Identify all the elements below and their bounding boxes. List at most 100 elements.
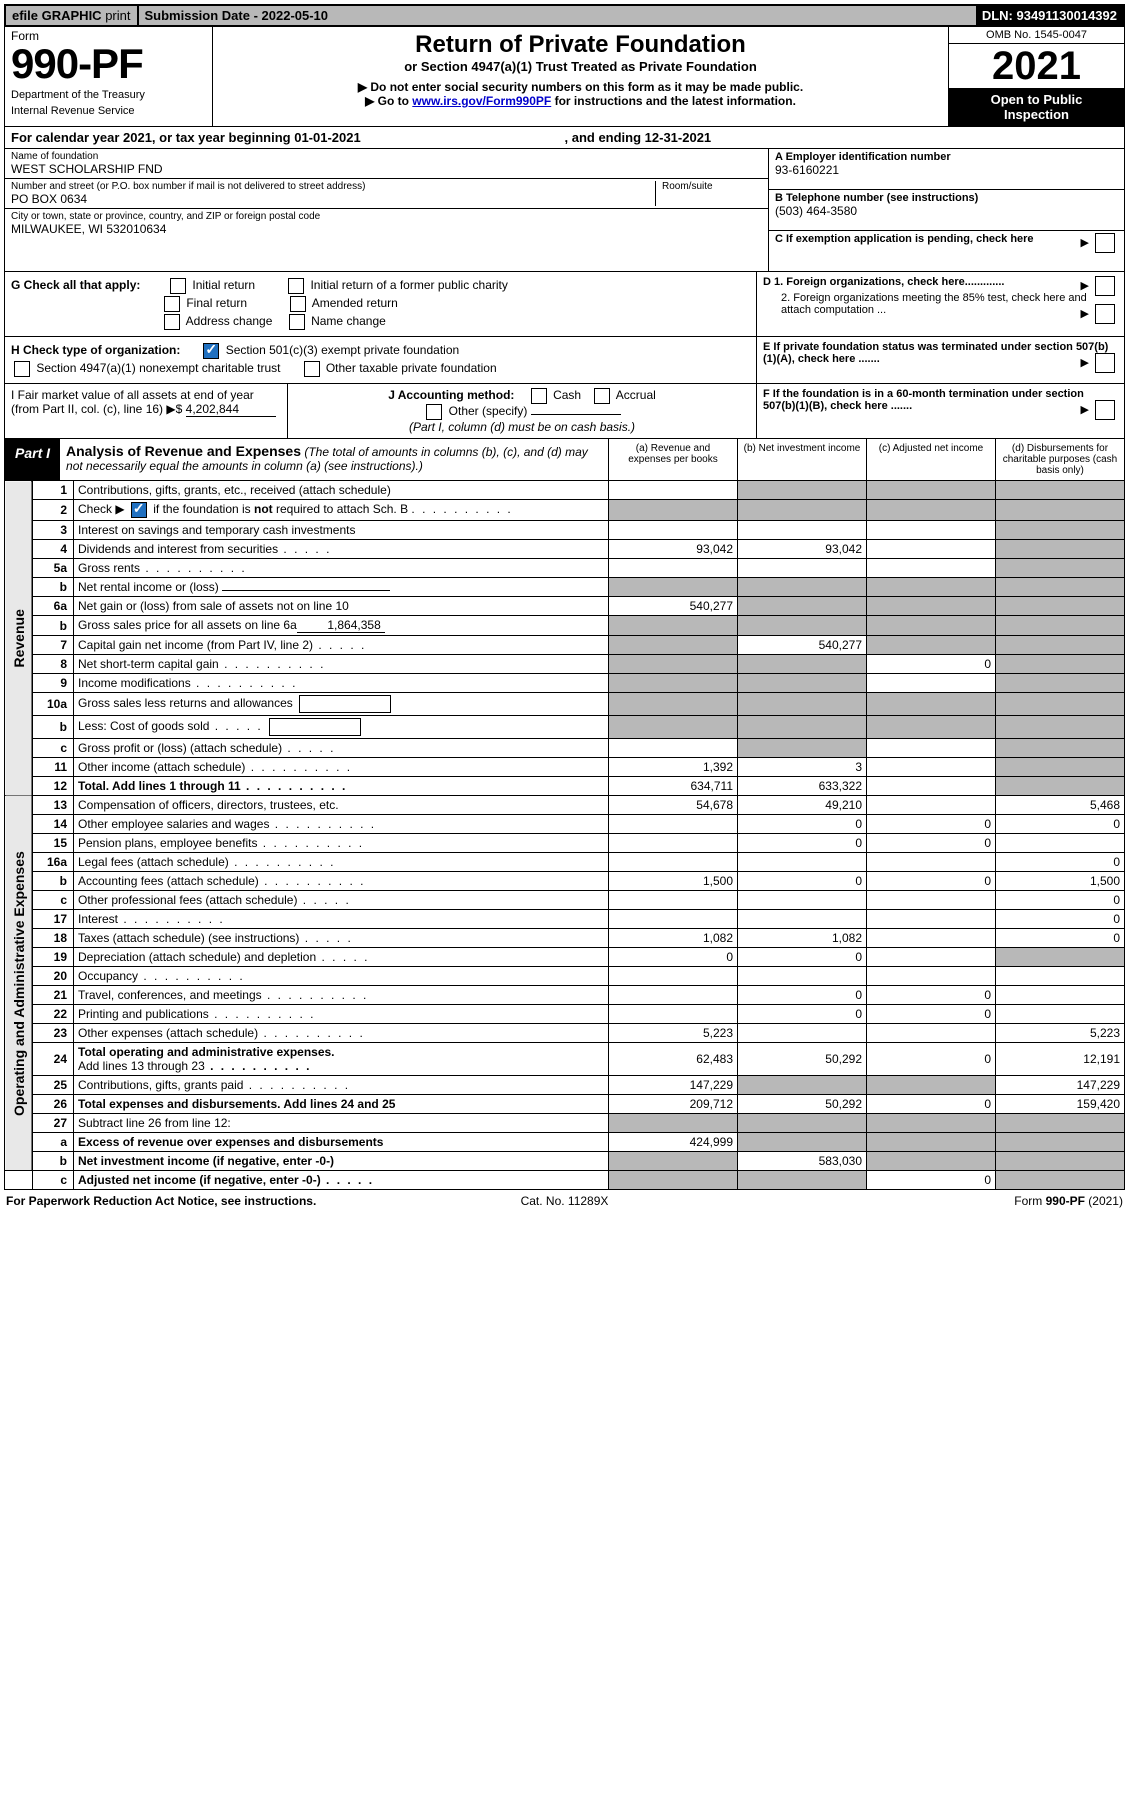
f-checkbox[interactable] bbox=[1095, 400, 1115, 420]
r25-a: 147,229 bbox=[609, 1076, 738, 1095]
r10a-desc: Gross sales less returns and allowances bbox=[74, 693, 609, 716]
r18-a: 1,082 bbox=[609, 929, 738, 948]
row-6a: 6aNet gain or (loss) from sale of assets… bbox=[5, 597, 1125, 616]
r1-desc: Contributions, gifts, grants, etc., rece… bbox=[74, 481, 609, 500]
ein-label: A Employer identification number bbox=[775, 151, 1118, 163]
r2-pre: Check ▶ bbox=[78, 502, 125, 516]
revenue-side-label: Revenue bbox=[5, 481, 33, 796]
d2-checkbox[interactable] bbox=[1095, 304, 1115, 324]
r8-desc: Net short-term capital gain bbox=[74, 655, 609, 674]
other-specify-checkbox[interactable] bbox=[426, 404, 442, 420]
r19-a: 0 bbox=[609, 948, 738, 967]
initial-former-checkbox[interactable] bbox=[288, 278, 304, 294]
d-section: D 1. Foreign organizations, check here..… bbox=[756, 272, 1124, 336]
row-24: 24Total operating and administrative exp… bbox=[5, 1043, 1125, 1076]
final-return-checkbox[interactable] bbox=[164, 296, 180, 312]
fmv-left: I Fair market value of all assets at end… bbox=[5, 384, 288, 438]
r27a-desc: Excess of revenue over expenses and disb… bbox=[74, 1133, 609, 1152]
amended-return-checkbox[interactable] bbox=[290, 296, 306, 312]
form990pf-link[interactable]: www.irs.gov/Form990PF bbox=[412, 94, 551, 108]
accrual-checkbox[interactable] bbox=[594, 388, 610, 404]
accrual-label: Accrual bbox=[616, 388, 656, 402]
r5a-desc: Gross rents bbox=[74, 559, 609, 578]
r11-a: 1,392 bbox=[609, 758, 738, 777]
r5b-desc: Net rental income or (loss) bbox=[74, 578, 609, 597]
section-501c3-checkbox[interactable] bbox=[203, 343, 219, 359]
initial-return-checkbox[interactable] bbox=[170, 278, 186, 294]
header-left: Form 990-PF Department of the Treasury I… bbox=[5, 27, 213, 126]
r4-a: 93,042 bbox=[609, 540, 738, 559]
r2-desc: Check ▶ if the foundation is not require… bbox=[74, 500, 609, 521]
r27c-c: 0 bbox=[867, 1171, 996, 1190]
r10b-desc: Less: Cost of goods sold bbox=[74, 716, 609, 739]
exemption-checkbox[interactable] bbox=[1095, 233, 1115, 253]
other-taxable-label: Other taxable private foundation bbox=[326, 361, 497, 375]
city-label: City or town, state or province, country… bbox=[11, 211, 762, 222]
row-14: 14Other employee salaries and wages000 bbox=[5, 815, 1125, 834]
form-number: 990-PF bbox=[11, 43, 206, 85]
r17-d: 0 bbox=[996, 910, 1125, 929]
address-change-checkbox[interactable] bbox=[164, 314, 180, 330]
e-label: E If private foundation status was termi… bbox=[763, 341, 1108, 365]
cash-checkbox[interactable] bbox=[531, 388, 547, 404]
r24-d: 12,191 bbox=[996, 1043, 1125, 1076]
r18-desc: Taxes (attach schedule) (see instruction… bbox=[74, 929, 609, 948]
ein-cell: A Employer identification number 93-6160… bbox=[769, 149, 1124, 190]
g-label: G Check all that apply: bbox=[11, 278, 140, 292]
open-pub-2: Inspection bbox=[951, 107, 1122, 122]
d1-checkbox[interactable] bbox=[1095, 276, 1115, 296]
other-taxable-checkbox[interactable] bbox=[304, 361, 320, 377]
foundation-info: Name of foundation WEST SCHOLARSHIP FND … bbox=[4, 149, 1125, 272]
row-3: 3Interest on savings and temporary cash … bbox=[5, 521, 1125, 540]
r14-b: 0 bbox=[738, 815, 867, 834]
r6a-desc: Net gain or (loss) from sale of assets n… bbox=[74, 597, 609, 616]
r9-desc: Income modifications bbox=[74, 674, 609, 693]
footer-paperwork: For Paperwork Reduction Act Notice, see … bbox=[6, 1194, 378, 1208]
part1-desc: Analysis of Revenue and Expenses (The to… bbox=[60, 439, 608, 480]
col-a-header: (a) Revenue and expenses per books bbox=[608, 439, 737, 480]
r24-c: 0 bbox=[867, 1043, 996, 1076]
row-27a: aExcess of revenue over expenses and dis… bbox=[5, 1133, 1125, 1152]
section-4947-checkbox[interactable] bbox=[14, 361, 30, 377]
j-label: J Accounting method: bbox=[388, 388, 514, 402]
note2-post: for instructions and the latest informat… bbox=[551, 94, 796, 108]
row-27b: bNet investment income (if negative, ent… bbox=[5, 1152, 1125, 1171]
r26-c: 0 bbox=[867, 1095, 996, 1114]
r26-a: 209,712 bbox=[609, 1095, 738, 1114]
r27a-a: 424,999 bbox=[609, 1133, 738, 1152]
r15-desc: Pension plans, employee benefits bbox=[74, 834, 609, 853]
schb-checkbox[interactable] bbox=[131, 502, 147, 518]
row-27: 27Subtract line 26 from line 12: bbox=[5, 1114, 1125, 1133]
r7-desc: Capital gain net income (from Part IV, l… bbox=[74, 636, 609, 655]
r16b-desc: Accounting fees (attach schedule) bbox=[74, 872, 609, 891]
j-section: J Accounting method: Cash Accrual Other … bbox=[288, 384, 756, 438]
cal-year-end: , and ending 12-31-2021 bbox=[565, 130, 1119, 145]
r27b-b: 583,030 bbox=[738, 1152, 867, 1171]
name-change-checkbox[interactable] bbox=[289, 314, 305, 330]
r13-d: 5,468 bbox=[996, 796, 1125, 815]
initial-former-label: Initial return of a former public charit… bbox=[310, 278, 507, 292]
e-section: E If private foundation status was termi… bbox=[756, 337, 1124, 383]
r25-d: 147,229 bbox=[996, 1076, 1125, 1095]
open-pub-1: Open to Public bbox=[951, 92, 1122, 107]
r3-desc: Interest on savings and temporary cash i… bbox=[74, 521, 609, 540]
r8-c: 0 bbox=[867, 655, 996, 674]
calendar-year-row: For calendar year 2021, or tax year begi… bbox=[4, 127, 1125, 149]
e-checkbox[interactable] bbox=[1095, 353, 1115, 373]
r14-desc: Other employee salaries and wages bbox=[74, 815, 609, 834]
exemption-label: C If exemption application is pending, c… bbox=[775, 233, 1034, 245]
other-specify-label: Other (specify) bbox=[449, 404, 528, 418]
r11-b: 3 bbox=[738, 758, 867, 777]
fmv-row: I Fair market value of all assets at end… bbox=[4, 384, 1125, 439]
efile-print[interactable]: print bbox=[105, 8, 130, 23]
d2-label: 2. Foreign organizations meeting the 85%… bbox=[781, 292, 1087, 316]
r21-desc: Travel, conferences, and meetings bbox=[74, 986, 609, 1005]
r20-desc: Occupancy bbox=[74, 967, 609, 986]
r22-desc: Printing and publications bbox=[74, 1005, 609, 1024]
final-return-label: Final return bbox=[186, 296, 247, 310]
r6a-a: 540,277 bbox=[609, 597, 738, 616]
r4-desc: Dividends and interest from securities bbox=[74, 540, 609, 559]
row-5b: bNet rental income or (loss) bbox=[5, 578, 1125, 597]
submission-date: Submission Date - 2022-05-10 bbox=[137, 6, 976, 25]
f-label: F If the foundation is in a 60-month ter… bbox=[763, 388, 1084, 412]
